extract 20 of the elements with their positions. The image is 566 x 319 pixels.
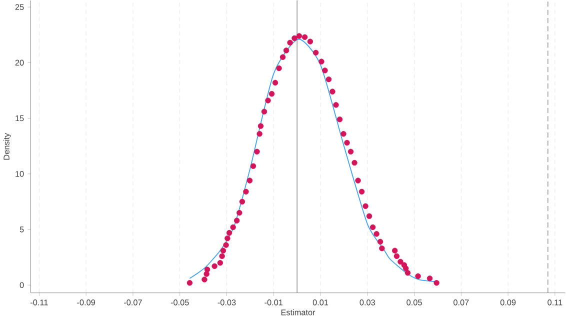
- x-tick-label: -0.05: [170, 300, 189, 306]
- x-tick-label: 0.07: [454, 300, 469, 306]
- y-tick-label: 20: [15, 60, 24, 66]
- x-tick-label: 0.01: [312, 300, 328, 306]
- y-tick-label: 15: [16, 116, 24, 122]
- y-tick-label: 0: [20, 282, 24, 288]
- y-tick-label: 25: [15, 4, 24, 10]
- y-axis-title: Density: [3, 133, 12, 160]
- x-tick-label: -0.01: [264, 300, 283, 306]
- y-tick-label: 10: [16, 171, 24, 177]
- x-tick-label: -0.07: [124, 300, 142, 306]
- x-tick-label: 0.05: [406, 300, 422, 306]
- x-tick-label: 0.11: [548, 300, 562, 306]
- x-tick-label: 0.09: [500, 300, 516, 306]
- x-axis-title: Estimator: [281, 309, 316, 316]
- x-tick-label: 0.03: [360, 300, 375, 306]
- y-tick-label: 5: [20, 226, 24, 232]
- x-tick-label: -0.11: [30, 300, 48, 306]
- x-tick-label: -0.03: [218, 300, 236, 306]
- x-tick-label: -0.09: [77, 300, 95, 306]
